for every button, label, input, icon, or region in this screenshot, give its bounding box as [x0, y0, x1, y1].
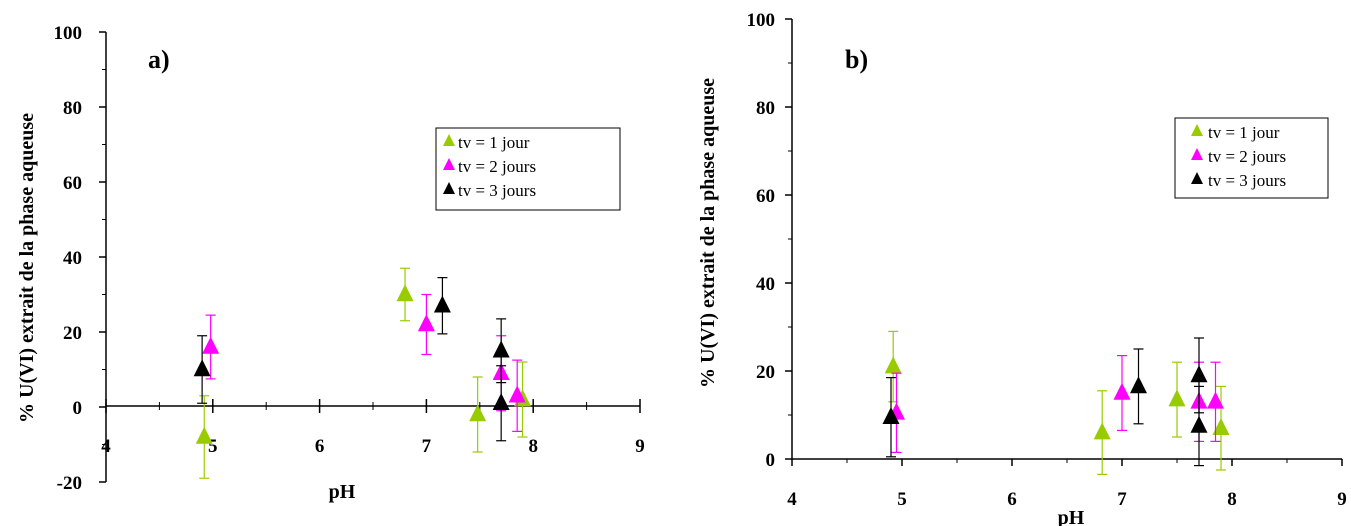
legend-marker-3 — [1191, 172, 1203, 184]
data-point — [469, 404, 487, 422]
y-axis-title: % U(VI) extrait de la phase aqueuse — [697, 78, 719, 388]
panel-label: b) — [845, 45, 868, 74]
legend-label-3: tv = 3 jours — [1208, 171, 1286, 190]
x-tick-label: 7 — [1117, 489, 1127, 510]
legend-label-1: tv = 1 jour — [1208, 123, 1280, 142]
y-tick-label: 40 — [63, 248, 82, 269]
data-point — [508, 385, 526, 403]
legend-entry-3: tv = 3 jours — [1191, 171, 1286, 190]
legend: tv = 1 jour tv = 2 jours tv = 3 jours — [435, 127, 621, 211]
y-axis-title: % U(VI) extrait de la phase aqueuse — [16, 113, 38, 423]
series-1 — [884, 330, 1230, 475]
y-tick-label: 60 — [756, 186, 775, 207]
chart-panel-b: b) pH % U(VI) extrait de la phase aqueus… — [697, 10, 1347, 526]
x-tick-label: 5 — [897, 489, 907, 510]
legend-entry-1: tv = 1 jour — [1191, 123, 1280, 142]
data-point — [193, 359, 211, 377]
data-point — [1168, 389, 1186, 407]
axes: 0 20 40 60 80 100 4 5 6 7 8 9 — [747, 10, 1347, 510]
y-tick-label: 100 — [747, 10, 776, 31]
data-point — [492, 340, 510, 358]
y-tick-label: 80 — [756, 98, 775, 119]
data-point — [1093, 422, 1111, 440]
axes: -20 0 20 40 60 80 100 4 5 6 7 8 9 — [54, 23, 645, 494]
x-tick-label: 6 — [1007, 489, 1017, 510]
data-point — [882, 407, 900, 424]
y-tick-label: 0 — [766, 450, 776, 471]
series-3 — [193, 277, 510, 442]
x-tick-label: 5 — [208, 436, 218, 457]
y-tick-label: 40 — [756, 274, 775, 295]
series-1 — [195, 267, 532, 479]
legend-entry-1: tv = 1 jour — [443, 133, 530, 152]
data-point — [417, 314, 435, 332]
data-point — [1190, 365, 1208, 383]
legend-label-2: tv = 2 jours — [458, 157, 536, 176]
x-tick-label: 4 — [787, 489, 797, 510]
legend-label-2: tv = 2 jours — [1208, 147, 1286, 166]
legend-marker-2 — [443, 158, 455, 170]
legend-label-1: tv = 1 jour — [458, 133, 530, 152]
legend-entry-3: tv = 3 jours — [443, 181, 536, 200]
y-tick-label: 20 — [63, 323, 82, 344]
x-axis-title: pH — [1058, 507, 1085, 526]
x-tick-label: 9 — [635, 436, 645, 457]
legend-entry-2: tv = 2 jours — [1191, 147, 1286, 166]
legend-marker-2 — [1191, 148, 1203, 160]
data-point — [1207, 391, 1224, 409]
series-3 — [882, 337, 1208, 467]
chart-panel-a: a) pH % U(VI) extrait de la phase aqueus… — [16, 23, 645, 503]
data-point — [492, 393, 510, 411]
panel-label: a) — [148, 45, 170, 74]
data-point — [396, 284, 414, 302]
legend-marker-1 — [443, 134, 455, 146]
y-tick-label: 60 — [63, 173, 82, 194]
data-point — [884, 356, 902, 374]
y-tick-label: 0 — [73, 398, 83, 419]
y-tick-label: 20 — [756, 362, 775, 383]
data-point — [202, 336, 220, 354]
legend: tv = 1 jour tv = 2 jours tv = 3 jours — [1174, 117, 1329, 199]
legend-box — [435, 127, 621, 211]
x-tick-label: 8 — [1227, 489, 1237, 510]
data-point — [1212, 418, 1230, 435]
x-tick-label: 6 — [315, 436, 325, 457]
y-tick-label: 100 — [54, 23, 83, 44]
legend-entry-2: tv = 2 jours — [443, 157, 536, 176]
x-axis-title: pH — [329, 481, 356, 503]
x-tick-label: 9 — [1337, 489, 1347, 510]
y-tick-label: 80 — [63, 98, 82, 119]
data-point — [1130, 376, 1147, 394]
data-point — [1190, 415, 1208, 433]
x-tick-label: 8 — [528, 436, 538, 457]
data-point — [433, 295, 451, 313]
x-tick-label: 7 — [422, 436, 432, 457]
legend-marker-1 — [1191, 124, 1203, 136]
data-point — [195, 426, 213, 444]
x-tick-label: 4 — [101, 436, 111, 457]
data-point — [1113, 382, 1131, 400]
y-tick-label: -20 — [57, 473, 82, 494]
legend-marker-3 — [443, 182, 455, 194]
legend-label-3: tv = 3 jours — [458, 181, 536, 200]
